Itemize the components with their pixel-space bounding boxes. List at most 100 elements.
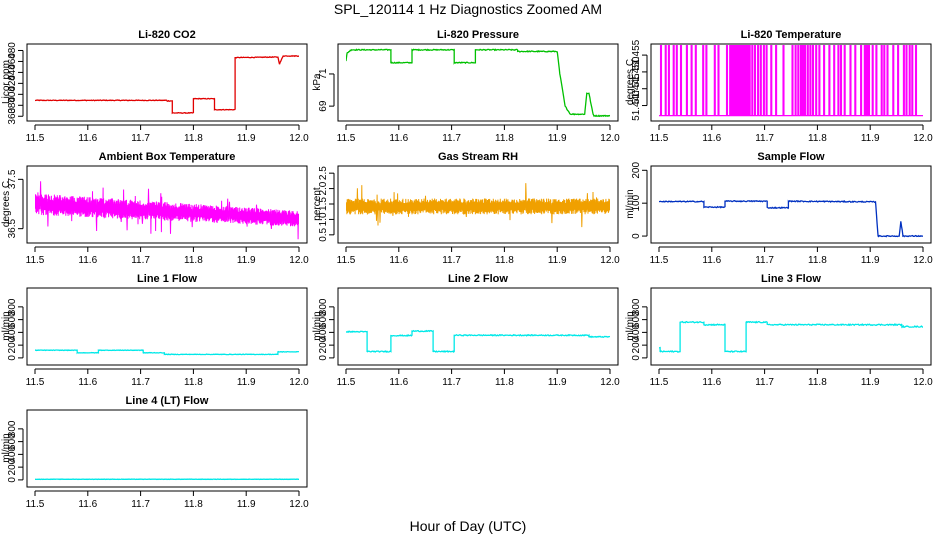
x-tick-label: 11.8: [808, 255, 827, 266]
panel-title: Gas Stream RH: [438, 151, 518, 163]
x-tick-label: 11.9: [548, 133, 567, 144]
x-tick-label: 11.6: [389, 255, 408, 266]
x-tick-label: 11.9: [861, 255, 880, 266]
x-tick-label: 11.5: [26, 377, 45, 388]
x-tick-label: 11.7: [442, 133, 461, 144]
y-axis-label: Licor ppm: [1, 60, 12, 104]
panel-title: Li-820 Temperature: [741, 29, 842, 41]
panel-title: Sample Flow: [757, 151, 825, 163]
plot-frame: [650, 43, 932, 122]
x-tick-label: 11.7: [442, 377, 461, 388]
y-axis-label: ml/min: [1, 311, 12, 340]
x-tick-label: 12.0: [289, 499, 309, 510]
panel-1: Li-820 CO2 Licor ppm 11.5 11.6 11.7 11.8 11.9 1…: [1, 29, 309, 144]
y-tick-label: 420: [7, 75, 18, 92]
page-title: SPL_120114 1 Hz Diagnostics Zoomed AM: [333, 1, 603, 17]
x-tick-label: 11.5: [26, 133, 45, 144]
x-tick-label: 11.9: [548, 255, 567, 266]
x-tick-label: 11.5: [650, 133, 669, 144]
x-tick-label: 11.9: [548, 377, 567, 388]
y-tick-label: 380: [7, 97, 18, 114]
y-tick-label: 0: [631, 355, 642, 361]
y-axis-label: percent: [312, 187, 323, 221]
x-tick-label: 11.7: [131, 255, 150, 266]
y-axis-label: ml/min: [625, 189, 636, 218]
y-tick-label: 0: [631, 233, 642, 239]
y-tick-label: 36.5: [7, 218, 18, 238]
y-tick-label: 400: [7, 324, 18, 341]
x-tick-label: 11.6: [78, 499, 97, 510]
y-tick-label: 51.455: [631, 39, 642, 70]
series-line: [35, 181, 299, 240]
plot-frame: [337, 43, 619, 122]
x-tick-label: 11.8: [808, 377, 827, 388]
panel-title: Line 2 Flow: [448, 273, 508, 285]
x-tick-label: 11.6: [702, 133, 721, 144]
y-tick-label: 200: [631, 336, 642, 353]
x-tick-label: 11.9: [237, 255, 256, 266]
y-tick-label: 200: [7, 458, 18, 475]
plot-frame: [650, 165, 932, 244]
x-tick-label: 11.5: [26, 499, 45, 510]
y-tick-label: 600: [7, 433, 18, 450]
series-line: [35, 349, 299, 356]
y-tick-label: 400: [7, 446, 18, 463]
y-tick-label: 100: [631, 194, 642, 211]
x-tick-label: 11.6: [702, 377, 721, 388]
series-line: [659, 199, 923, 238]
x-tick-label: 11.6: [78, 377, 97, 388]
x-tick-label: 11.7: [131, 133, 150, 144]
x-tick-label: 12.0: [913, 377, 933, 388]
y-tick-label: 1.0: [318, 212, 329, 226]
y-tick-label: 0: [318, 355, 329, 361]
series-line: [659, 45, 923, 117]
x-tick-label: 11.8: [495, 133, 514, 144]
panel-7: Line 1 Flow ml/min 11.5 11.6 11.7 11.8 11.9 12.…: [1, 273, 309, 388]
panel-title: Line 1 Flow: [137, 273, 197, 285]
y-tick-label: 71: [318, 68, 329, 80]
x-tick-label: 11.8: [495, 255, 514, 266]
series-line: [35, 54, 299, 115]
panel-6: Sample Flow ml/min 11.5 11.6 11.7 11.8 11.9 12.…: [625, 151, 933, 266]
x-tick-label: 11.7: [131, 499, 150, 510]
x-tick-label: 12.0: [289, 255, 309, 266]
panel-3: Li-820 Temperature degrees C 11.5 11.6 11.7 1…: [625, 29, 933, 144]
series-line: [346, 48, 610, 118]
y-tick-label: 200: [631, 162, 642, 179]
panel-4: Ambient Box Temperature degrees C 11.5 11.6…: [1, 151, 309, 266]
x-tick-label: 12.0: [600, 133, 620, 144]
y-axis-label: ml/min: [1, 433, 12, 462]
plot-frame: [26, 409, 308, 488]
x-tick-label: 11.7: [755, 133, 774, 144]
series-line: [346, 183, 610, 228]
x-tick-label: 11.8: [184, 499, 203, 510]
x-tick-label: 11.5: [337, 133, 356, 144]
x-tick-label: 11.7: [755, 255, 774, 266]
y-tick-label: 0: [7, 355, 18, 361]
panel-title: Li-820 CO2: [138, 29, 195, 41]
x-tick-label: 11.5: [650, 377, 669, 388]
x-tick-label: 11.8: [184, 377, 203, 388]
y-tick-label: 2.0: [318, 181, 329, 195]
data-series: [346, 183, 610, 228]
data-series: [35, 181, 299, 240]
y-tick-label: 400: [318, 324, 329, 341]
y-axis-label: degrees C: [1, 181, 12, 227]
y-axis-label: ml/min: [312, 311, 323, 340]
plot-frame: [337, 165, 619, 244]
x-tick-label: 11.8: [184, 255, 203, 266]
x-tick-label: 11.5: [26, 255, 45, 266]
x-tick-label: 11.8: [808, 133, 827, 144]
x-tick-label: 11.7: [131, 377, 150, 388]
data-series: [659, 45, 923, 117]
panel-5: Gas Stream RH percent 11.5 11.6 11.7 11.8 11.9…: [312, 151, 620, 266]
y-tick-label: 400: [7, 86, 18, 103]
data-series: [659, 320, 923, 353]
data-series: [35, 54, 299, 115]
panel-title: Line 4 (LT) Flow: [126, 395, 209, 407]
panel-title: Line 3 Flow: [761, 273, 821, 285]
plot-frame: [650, 287, 932, 366]
x-tick-label: 11.6: [389, 133, 408, 144]
x-tick-label: 11.7: [442, 255, 461, 266]
panel-8: Line 2 Flow ml/min 11.5 11.6 11.7 11.8 11.9 12.…: [312, 273, 620, 388]
